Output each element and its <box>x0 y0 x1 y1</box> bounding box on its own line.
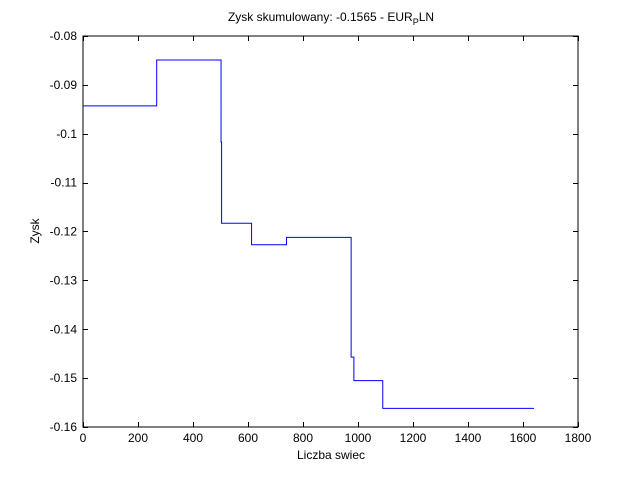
chart-title: Zysk skumulowany: -0.1565 - EURPLN <box>228 10 434 27</box>
x-tick-label: 1800 <box>565 431 592 445</box>
y-tick-label: -0.16 <box>50 420 78 434</box>
series-line <box>83 59 534 409</box>
x-tick-label: 400 <box>183 431 203 445</box>
y-tick-label: -0.09 <box>50 78 78 92</box>
y-tick-label: -0.12 <box>50 225 78 239</box>
chart-title-tail: LN <box>419 10 434 24</box>
y-axis-label: Zysk <box>28 217 42 243</box>
y-tick-label: -0.1 <box>56 127 77 141</box>
x-tick-label: 600 <box>238 431 258 445</box>
x-axis-label: Liczba swiec <box>297 448 365 462</box>
y-tick-label: -0.11 <box>51 176 78 190</box>
plot-area <box>82 35 579 428</box>
y-tick-label: -0.08 <box>50 29 78 43</box>
y-tick-label: -0.15 <box>50 371 78 385</box>
y-tick-label: -0.14 <box>50 322 78 336</box>
y-axis-tick-labels: -0.08 -0.09 -0.1 -0.11 -0.12 -0.13 -0.14 -0.15 -… <box>50 29 78 434</box>
x-tick-label: 1000 <box>345 431 372 445</box>
x-tick-label: 200 <box>128 431 148 445</box>
x-tick-label: 1200 <box>400 431 427 445</box>
x-tick-label: 800 <box>293 431 313 445</box>
y-tick-label: -0.13 <box>50 273 78 287</box>
axis-ticks <box>83 36 579 428</box>
x-tick-label: 1600 <box>510 431 537 445</box>
x-tick-label: 0 <box>80 431 87 445</box>
chart-title-subscript: P <box>413 17 419 27</box>
x-tick-label: 1400 <box>455 431 482 445</box>
x-axis-tick-labels: 0 200 400 600 800 1000 1200 1400 1600 1800 <box>80 431 592 445</box>
chart-title-main: Zysk skumulowany: -0.1565 - EUR <box>228 10 413 24</box>
